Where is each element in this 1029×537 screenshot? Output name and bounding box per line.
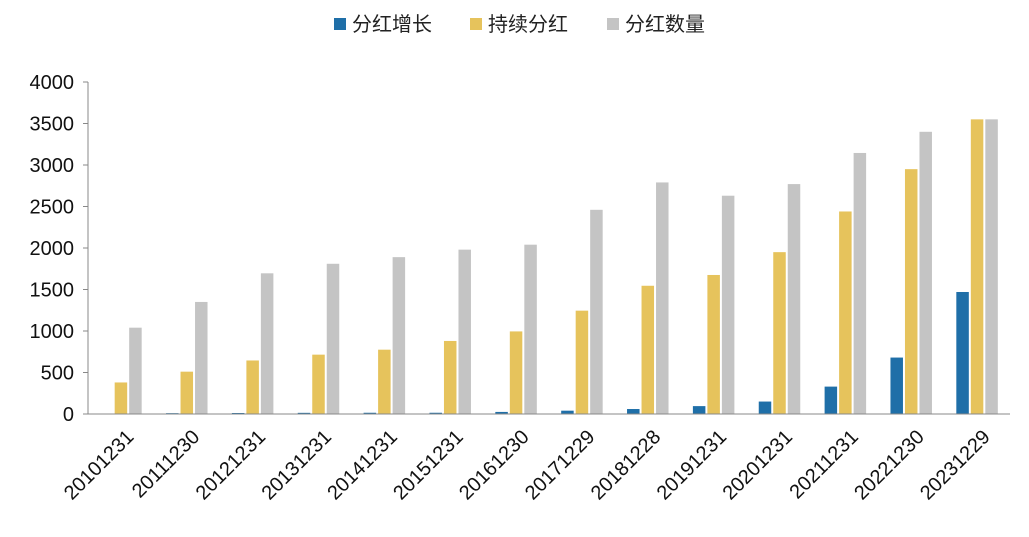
x-tick-label: 20131231 xyxy=(258,426,336,504)
bar-20101231-series-2 xyxy=(114,382,128,414)
y-tick-label: 1500 xyxy=(30,280,75,302)
bar-20161230-series-1 xyxy=(495,411,508,414)
bar-20121231-series-3 xyxy=(260,273,274,414)
legend-label-2: 持续分红 xyxy=(488,12,568,36)
x-tick-label: 20101231 xyxy=(60,426,138,504)
x-tick-label: 20231229 xyxy=(916,426,994,504)
y-tick-label: 2500 xyxy=(30,197,75,219)
bar-20201231-series-3 xyxy=(787,184,801,414)
bar-20231229-series-3 xyxy=(985,119,998,414)
bar-20141231-series-2 xyxy=(378,349,391,414)
y-tick-label: 1000 xyxy=(30,321,75,343)
bar-20201231-series-1 xyxy=(758,401,772,414)
x-tick-label: 20211231 xyxy=(785,426,862,503)
legend: 分红增长 持续分红 分红数量 xyxy=(334,12,705,36)
y-tick-label: 3000 xyxy=(30,155,75,177)
bar-20171229-series-1 xyxy=(561,410,574,414)
bar-20131231-series-3 xyxy=(326,263,340,414)
bar-20141231-series-1 xyxy=(363,412,377,414)
bar-20101231-series-3 xyxy=(129,327,142,414)
bar-20151231-series-2 xyxy=(443,340,457,414)
bar-20111230-series-3 xyxy=(195,301,208,414)
y-tick-label: 0 xyxy=(63,404,74,426)
bar-20121231-series-2 xyxy=(246,360,259,414)
x-tick-label: 20181228 xyxy=(587,426,665,504)
bar-20221230-series-2 xyxy=(904,169,918,414)
bar-20171229-series-2 xyxy=(575,310,589,414)
bar-20181228-series-1 xyxy=(627,409,640,414)
bar-20221230-series-1 xyxy=(890,357,903,414)
bar-20231229-series-2 xyxy=(970,119,984,414)
bars xyxy=(114,119,998,415)
x-tick-label: 20121231 xyxy=(192,426,270,504)
bar-20211231-series-1 xyxy=(824,386,838,414)
bar-20151231-series-3 xyxy=(458,249,471,414)
y-tick-label: 4000 xyxy=(30,72,75,94)
bar-20231229-series-1 xyxy=(956,291,969,414)
bar-20201231-series-2 xyxy=(773,252,786,414)
legend-swatch-2 xyxy=(470,18,482,30)
y-axis: 0 500 1000 1500 2000 2500 3000 3500 4000 xyxy=(30,72,89,426)
x-tick-label: 20191231 xyxy=(653,426,731,504)
bar-20151231-series-1 xyxy=(429,412,442,414)
x-tick-label: 20201231 xyxy=(719,426,797,504)
y-tick-label: 3500 xyxy=(30,114,75,136)
bar-20211231-series-3 xyxy=(853,152,867,414)
bar-20191231-series-2 xyxy=(707,274,720,414)
x-tick-label: 20171229 xyxy=(521,426,599,504)
x-tick-label: 20221230 xyxy=(850,426,928,504)
bar-20161230-series-3 xyxy=(524,244,537,414)
x-axis: 2010123120111230201212312013123120141231… xyxy=(60,413,1010,504)
legend-swatch-1 xyxy=(334,18,346,30)
bar-20191231-series-1 xyxy=(692,406,706,414)
y-tick-label: 500 xyxy=(41,363,74,385)
bar-20221230-series-3 xyxy=(919,131,932,415)
bar-20141231-series-3 xyxy=(392,257,406,414)
bar-20161230-series-2 xyxy=(509,331,523,414)
legend-swatch-3 xyxy=(607,18,619,30)
legend-label-1: 分红增长 xyxy=(352,12,432,36)
bar-20111230-series-2 xyxy=(180,371,194,414)
bar-20131231-series-1 xyxy=(297,412,311,414)
bar-20181228-series-3 xyxy=(656,182,669,414)
x-tick-label: 20161230 xyxy=(455,426,533,504)
bar-20171229-series-3 xyxy=(590,209,603,414)
legend-label-3: 分红数量 xyxy=(625,12,705,36)
bar-20131231-series-2 xyxy=(312,354,325,414)
bar-20181228-series-2 xyxy=(641,285,655,414)
bar-20211231-series-2 xyxy=(839,211,852,414)
y-tick-label: 2000 xyxy=(30,238,75,260)
x-tick-label: 20151231 xyxy=(389,426,467,504)
bar-20191231-series-3 xyxy=(721,195,735,414)
x-tick-label: 20141231 xyxy=(323,426,401,504)
